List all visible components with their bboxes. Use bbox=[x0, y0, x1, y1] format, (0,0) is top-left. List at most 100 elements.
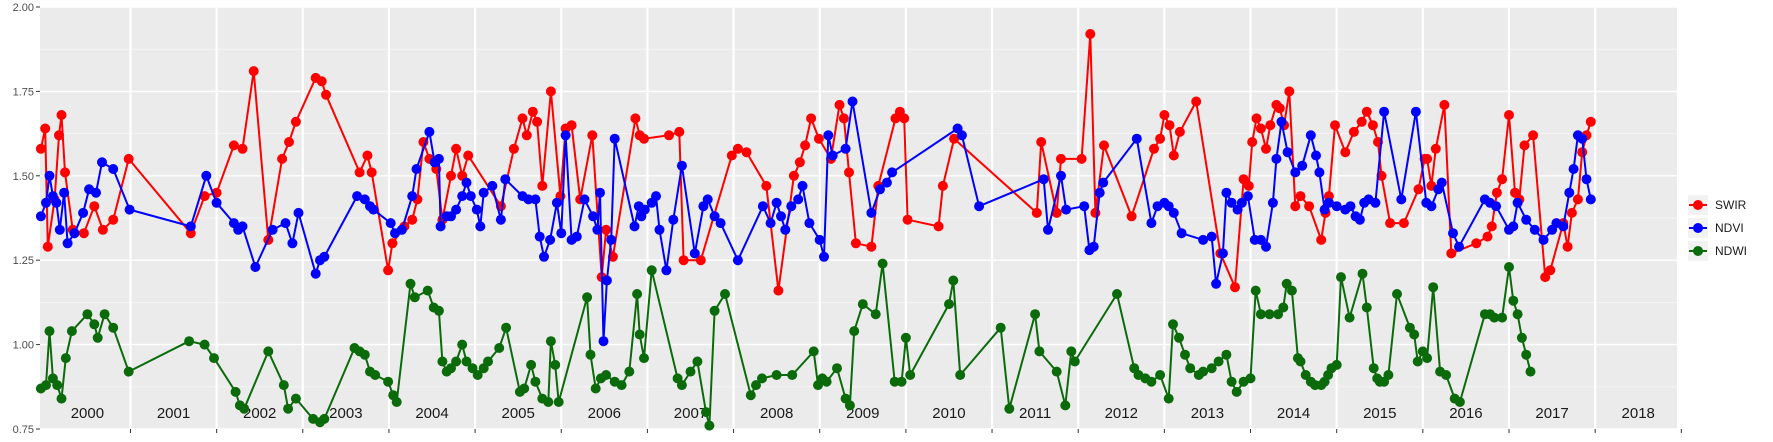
data-point bbox=[757, 373, 767, 384]
y-tick-label: 1.50 bbox=[13, 171, 34, 183]
data-point bbox=[1385, 218, 1396, 229]
data-point bbox=[995, 322, 1006, 333]
data-point bbox=[651, 191, 661, 202]
data-point bbox=[495, 214, 506, 225]
year-label: 2004 bbox=[415, 405, 448, 422]
year-label: 2006 bbox=[588, 405, 621, 422]
data-point bbox=[661, 265, 672, 276]
data-point bbox=[1131, 133, 1142, 144]
data-point bbox=[840, 143, 851, 154]
data-point bbox=[366, 167, 377, 178]
data-point bbox=[1525, 366, 1536, 377]
data-point bbox=[1034, 346, 1045, 357]
data-point bbox=[545, 336, 556, 347]
data-point bbox=[551, 197, 562, 208]
data-point bbox=[451, 143, 462, 154]
data-point bbox=[1446, 248, 1457, 259]
data-point bbox=[1348, 126, 1359, 137]
data-point bbox=[1213, 356, 1224, 367]
x-axis: 2000 2001 2002 2003 2004 2005 2006 2007 2008 2009… bbox=[71, 405, 1682, 433]
data-point bbox=[1504, 262, 1514, 272]
data-point bbox=[1030, 309, 1041, 320]
data-point bbox=[590, 383, 601, 394]
data-point bbox=[1370, 197, 1381, 208]
data-point bbox=[461, 356, 472, 367]
data-point bbox=[1422, 153, 1433, 164]
data-point bbox=[44, 170, 55, 181]
data-point bbox=[1168, 207, 1179, 218]
data-point bbox=[185, 221, 196, 232]
y-tick-label: 1.75 bbox=[13, 86, 34, 98]
data-point bbox=[1295, 356, 1306, 367]
data-point bbox=[1412, 356, 1423, 367]
data-point bbox=[519, 383, 530, 394]
data-point bbox=[685, 366, 696, 377]
data-point bbox=[1290, 167, 1301, 178]
data-point bbox=[887, 167, 898, 178]
data-point bbox=[1361, 106, 1372, 117]
data-point bbox=[629, 221, 640, 232]
data-point bbox=[588, 211, 599, 222]
data-point bbox=[478, 187, 489, 198]
data-point bbox=[534, 231, 545, 242]
data-point bbox=[676, 160, 687, 171]
data-point bbox=[1316, 234, 1327, 245]
data-point bbox=[201, 170, 212, 181]
data-point bbox=[42, 241, 53, 252]
data-point bbox=[1428, 282, 1439, 293]
data-point bbox=[1236, 197, 1247, 208]
data-point bbox=[598, 336, 609, 347]
data-point bbox=[1577, 133, 1588, 144]
data-point bbox=[1274, 103, 1285, 114]
data-point bbox=[60, 353, 71, 364]
data-point bbox=[585, 349, 596, 360]
data-point bbox=[955, 370, 966, 380]
data-point bbox=[771, 370, 782, 380]
data-point bbox=[422, 285, 433, 296]
data-point bbox=[788, 170, 799, 181]
data-point bbox=[692, 356, 703, 367]
year-label: 2015 bbox=[1363, 405, 1396, 422]
data-point bbox=[808, 346, 819, 357]
data-point bbox=[771, 197, 782, 208]
data-point bbox=[230, 386, 241, 397]
data-point bbox=[1043, 224, 1053, 235]
data-point bbox=[933, 221, 944, 232]
data-point bbox=[678, 255, 689, 266]
year-label: 2017 bbox=[1535, 405, 1568, 422]
data-point bbox=[948, 275, 959, 286]
year-label: 2014 bbox=[1277, 405, 1310, 422]
data-point bbox=[1454, 241, 1464, 252]
data-point bbox=[457, 339, 468, 350]
data-point bbox=[1304, 201, 1315, 212]
data-point bbox=[543, 397, 554, 407]
data-point bbox=[237, 221, 248, 232]
data-point bbox=[368, 204, 379, 215]
data-point bbox=[773, 285, 784, 296]
year-label: 2008 bbox=[760, 405, 793, 422]
data-point bbox=[1036, 137, 1047, 147]
data-point bbox=[838, 113, 849, 124]
data-point bbox=[267, 224, 278, 235]
data-point bbox=[676, 380, 687, 391]
data-point bbox=[1094, 187, 1105, 198]
data-point bbox=[211, 197, 222, 208]
data-point bbox=[1038, 174, 1049, 185]
data-point bbox=[1512, 197, 1523, 208]
data-point bbox=[293, 207, 304, 218]
data-point bbox=[290, 393, 301, 404]
data-point bbox=[1206, 363, 1217, 374]
year-label: 2005 bbox=[501, 405, 534, 422]
data-point bbox=[579, 194, 590, 205]
data-point bbox=[461, 177, 472, 188]
data-point bbox=[99, 309, 110, 320]
data-point bbox=[385, 218, 396, 229]
data-point bbox=[949, 133, 960, 144]
data-point bbox=[1056, 170, 1066, 181]
data-point bbox=[354, 167, 365, 178]
data-point bbox=[228, 140, 239, 151]
data-point bbox=[1098, 177, 1109, 188]
data-point bbox=[62, 238, 73, 249]
data-point bbox=[517, 113, 528, 124]
data-point bbox=[310, 268, 321, 279]
